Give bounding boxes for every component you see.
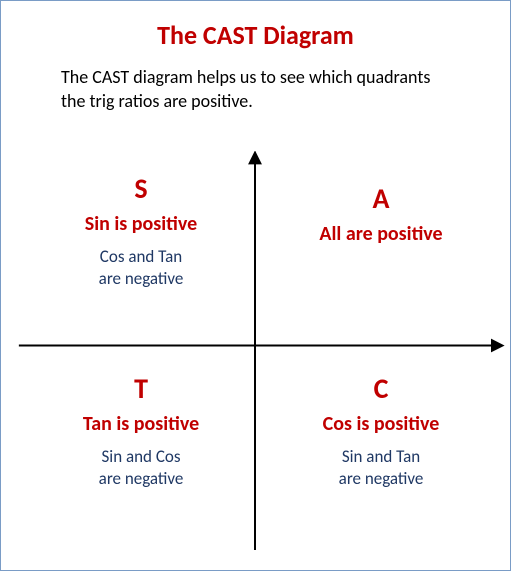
quadrant-2: S Sin is positive Cos and Tan are negati…	[41, 171, 241, 290]
diagram-area: S Sin is positive Cos and Tan are negati…	[1, 151, 510, 560]
quadrant-3: T Tan is positive Sin and Cos are negati…	[41, 371, 241, 490]
quadrant-1-primary: All are positive	[281, 222, 481, 246]
quadrant-1-letter: A	[281, 181, 481, 216]
quadrant-3-primary: Tan is positive	[41, 412, 241, 436]
quadrant-4-letter: C	[281, 371, 481, 406]
diagram-title: The CAST Diagram	[1, 19, 510, 51]
quadrant-3-secondary: Sin and Cos are negative	[41, 446, 241, 490]
diagram-subtitle: The CAST diagram helps us to see which q…	[61, 65, 450, 114]
quadrant-4-primary: Cos is positive	[281, 412, 481, 436]
quadrant-1: A All are positive	[281, 181, 481, 246]
quadrant-3-letter: T	[41, 371, 241, 406]
quadrant-4: C Cos is positive Sin and Tan are negati…	[281, 371, 481, 490]
cast-diagram-container: The CAST Diagram The CAST diagram helps …	[0, 0, 511, 571]
quadrant-2-primary: Sin is positive	[41, 212, 241, 236]
quadrant-2-secondary: Cos and Tan are negative	[41, 246, 241, 290]
quadrant-2-letter: S	[41, 171, 241, 206]
quadrant-4-secondary: Sin and Tan are negative	[281, 446, 481, 490]
